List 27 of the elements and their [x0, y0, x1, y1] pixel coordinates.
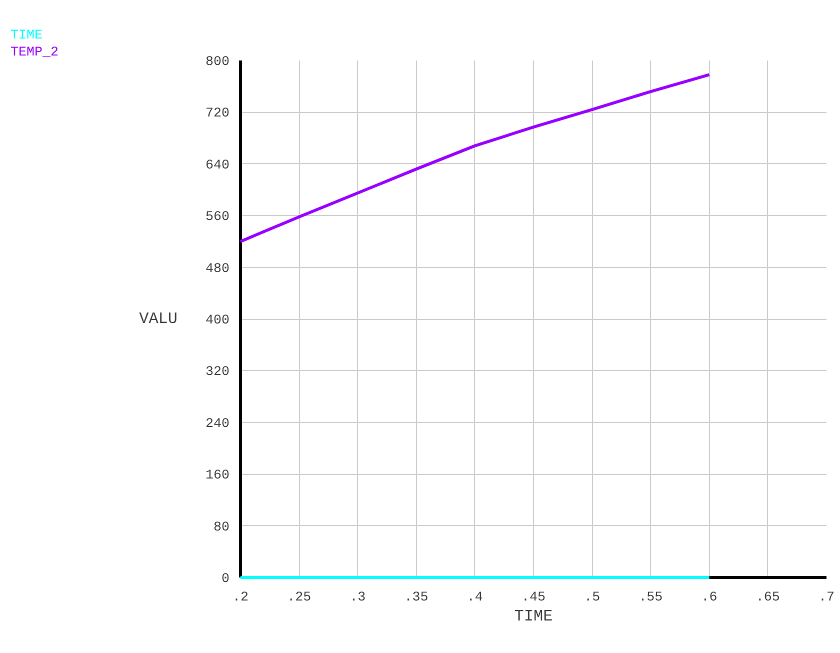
y-tick-label: 320	[206, 365, 230, 380]
y-tick-label: 640	[206, 158, 230, 174]
y-tick-label: 560	[206, 210, 230, 226]
text: TEMP_2	[10, 46, 58, 60]
x-tick-label: .4	[466, 590, 483, 606]
y-tick-label: 160	[206, 468, 230, 484]
x-axis-title: TIME	[514, 608, 553, 626]
x-tick-label: .35	[404, 590, 428, 606]
x-tick-label: .55	[638, 590, 663, 606]
x-tick-label: .3	[350, 590, 366, 606]
y-tick-label: 240	[206, 416, 230, 432]
y-axis-title: VALU	[139, 310, 178, 328]
y-tick-label: 480	[206, 262, 230, 277]
y-tick-label: 80	[214, 520, 230, 536]
y-tick-label: 400	[206, 314, 230, 328]
x-tick-label: .5	[584, 590, 600, 606]
x-tick-label: .7	[818, 590, 834, 606]
x-tick-label: .65	[756, 590, 780, 606]
line-series	[239, 73, 711, 243]
y-tick-label: 0	[222, 572, 230, 587]
y-tick-label: 800	[206, 55, 230, 70]
x-tick-label: .6	[701, 590, 718, 606]
text: TIME	[10, 28, 42, 44]
x-tick-label: .2	[232, 590, 248, 606]
x-tick-label: .45	[522, 590, 546, 606]
x-tick-label: .25	[287, 590, 312, 606]
y-tick-label: 720	[206, 106, 230, 122]
